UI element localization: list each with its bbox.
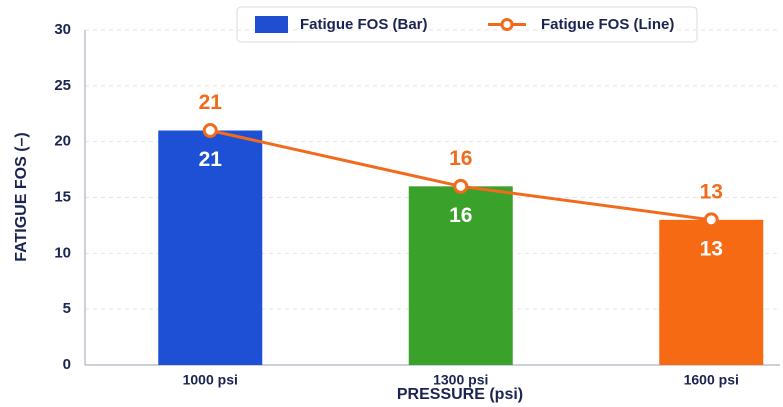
line-value-label: 21 (199, 91, 223, 114)
y-axis-label: FATIGUE FOS (–) (13, 132, 30, 261)
line-value-label: 13 (700, 180, 723, 203)
bar-value-label: 21 (199, 148, 223, 171)
bar-value-label: 13 (700, 237, 723, 260)
y-tick-label: 0 (63, 356, 71, 373)
y-tick-label: 10 (54, 244, 71, 261)
bar (659, 219, 764, 365)
line-value-label: 16 (449, 147, 472, 170)
y-tick-label: 5 (63, 300, 71, 317)
legend-box (236, 6, 698, 43)
x-axis-label: PRESSURE (psi) (397, 386, 523, 403)
x-tick-label: 1600 psi (684, 372, 739, 388)
bar-value-label: 16 (449, 204, 472, 227)
legend-label: Fatigue FOS (Bar) (300, 16, 428, 33)
y-tick-label: 25 (54, 77, 71, 94)
x-tick-label: 1000 psi (183, 372, 238, 388)
legend-swatch (500, 18, 514, 31)
legend-label: Fatigue FOS (Line) (541, 16, 674, 33)
x-tick-label: 1300 psi (433, 372, 488, 388)
line-point (202, 123, 218, 138)
bar (408, 186, 513, 365)
y-tick-label: 15 (54, 188, 71, 205)
y-tick-label: 30 (54, 21, 71, 38)
y-tick-label: 20 (54, 133, 71, 150)
bar (158, 130, 263, 365)
legend-swatch (255, 16, 288, 33)
line-point (453, 178, 469, 194)
line-point (703, 212, 719, 228)
